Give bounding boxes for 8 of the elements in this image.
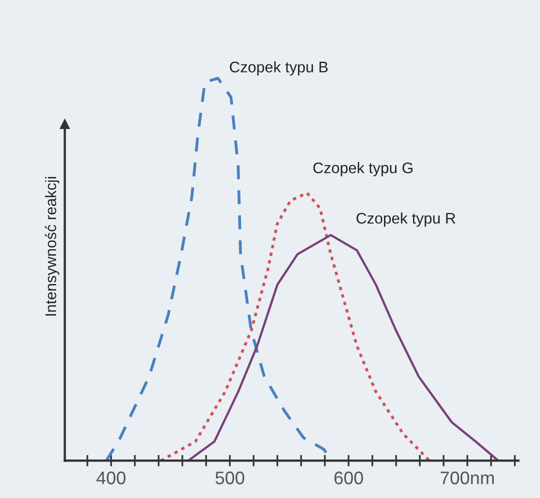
y-axis-title: Intensywność reakcji: [44, 177, 60, 316]
x-tick-label: 400: [96, 472, 126, 484]
x-tick-label: 700nm: [440, 472, 494, 484]
series-label: Czopek typu G: [313, 162, 412, 176]
x-tick-label: 500: [216, 472, 244, 484]
series-label: Czopek typu B: [230, 61, 328, 76]
x-tick-label: 600: [334, 472, 363, 484]
series-label: Czopek typu R: [356, 212, 456, 227]
